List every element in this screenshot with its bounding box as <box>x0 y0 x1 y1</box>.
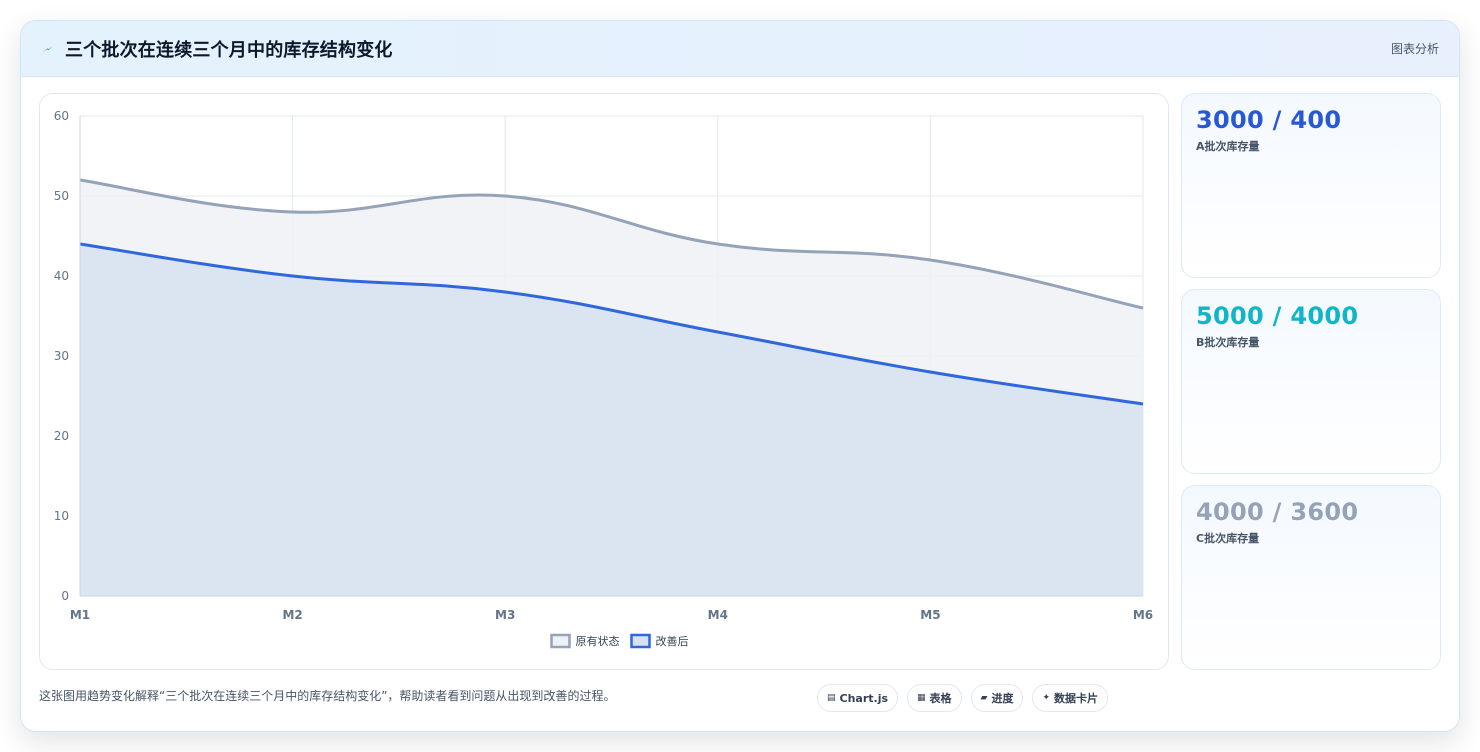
chip-data-cards[interactable]: ✦ 数据卡片 <box>1032 684 1109 712</box>
legend-item[interactable]: 原有状态 <box>550 633 620 649</box>
stat-label-a: A批次库存量 <box>1196 140 1260 153</box>
x-tick-label: M3 <box>495 608 515 622</box>
x-tick-label: M4 <box>708 608 728 622</box>
bolt-icon <box>43 45 53 52</box>
header-tag: 图表分析 <box>1390 42 1439 56</box>
progress-icon: ▰ <box>980 693 988 703</box>
feature-chips: ▤ Chart.js ▦ 表格 ▰ 进度 ✦ 数据卡片 <box>817 684 1109 712</box>
chart-panel: 0 10 20 30 40 50 60 M1 M2 M3 M4 M5 M6 原有状态 改善后 <box>39 93 1169 670</box>
dashboard-card: 三个批次在连续三个月中的库存结构变化 图表分析 0 10 20 30 40 50 60 M1 M… <box>20 20 1460 732</box>
chart-legend: 原有状态 改善后 <box>550 633 689 649</box>
x-tick-label: M1 <box>70 608 90 622</box>
sparkle-icon: ✦ <box>1042 693 1051 703</box>
page-title: 三个批次在连续三个月中的库存结构变化 <box>65 39 393 61</box>
stat-card-c: 4000 / 3600 C批次库存量 <box>1181 485 1441 670</box>
series-area-1 <box>80 244 1143 596</box>
stat-card-b: 5000 / 4000 B批次库存量 <box>1181 289 1441 474</box>
chip-table[interactable]: ▦ 表格 <box>907 684 962 712</box>
stat-value-c: 4000 / 3600 <box>1196 498 1359 526</box>
stat-value-b: 5000 / 4000 <box>1196 302 1359 330</box>
y-tick-label: 20 <box>54 429 69 443</box>
card-header: 三个批次在连续三个月中的库存结构变化 图表分析 <box>21 21 1459 77</box>
chip-progress[interactable]: ▰ 进度 <box>970 684 1024 712</box>
stat-value-a: 3000 / 400 <box>1196 106 1342 134</box>
x-tick-label: M6 <box>1133 608 1153 622</box>
stat-label-c: C批次库存量 <box>1196 532 1260 545</box>
y-tick-label: 10 <box>54 509 69 523</box>
stat-label-b: B批次库存量 <box>1196 336 1260 349</box>
y-tick-label: 40 <box>54 269 69 283</box>
chip-label: 表格 <box>929 692 952 705</box>
x-tick-label: M2 <box>282 608 302 622</box>
chart-icon: ▤ <box>827 693 836 703</box>
y-tick-label: 50 <box>54 189 69 203</box>
stat-card-a: 3000 / 400 A批次库存量 <box>1181 93 1441 278</box>
chip-label: 数据卡片 <box>1054 692 1099 705</box>
area-chart: 0 10 20 30 40 50 60 M1 M2 M3 M4 M5 M6 原有状态 改善后 <box>54 109 1153 649</box>
table-icon: ▦ <box>917 693 926 703</box>
chip-label: 进度 <box>991 692 1014 705</box>
line-layer <box>79 178 1144 406</box>
series-line-1 <box>79 242 1144 406</box>
legend-swatch <box>550 633 571 649</box>
y-tick-label: 30 <box>54 349 69 363</box>
chip-label: Chart.js <box>839 691 889 705</box>
x-tick-label: M5 <box>920 608 940 622</box>
footer-note: 这张图用趋势变化解释“三个批次在连续三个月中的库存结构变化”，帮助读者看到问题从… <box>39 689 616 703</box>
y-tick-label: 0 <box>61 589 69 603</box>
legend-item[interactable]: 改善后 <box>630 633 689 649</box>
y-tick-label: 60 <box>54 109 69 123</box>
legend-label: 改善后 <box>656 634 689 648</box>
legend-swatch <box>630 633 651 649</box>
area-layer <box>80 180 1143 596</box>
axis-layer: 0 10 20 30 40 50 60 M1 M2 M3 M4 M5 M6 <box>54 109 1153 622</box>
legend-label: 原有状态 <box>576 634 620 648</box>
chip-chartjs[interactable]: ▤ Chart.js <box>817 684 899 712</box>
series-line-0 <box>79 178 1144 310</box>
title-wrap: 三个批次在连续三个月中的库存结构变化 <box>41 36 393 62</box>
